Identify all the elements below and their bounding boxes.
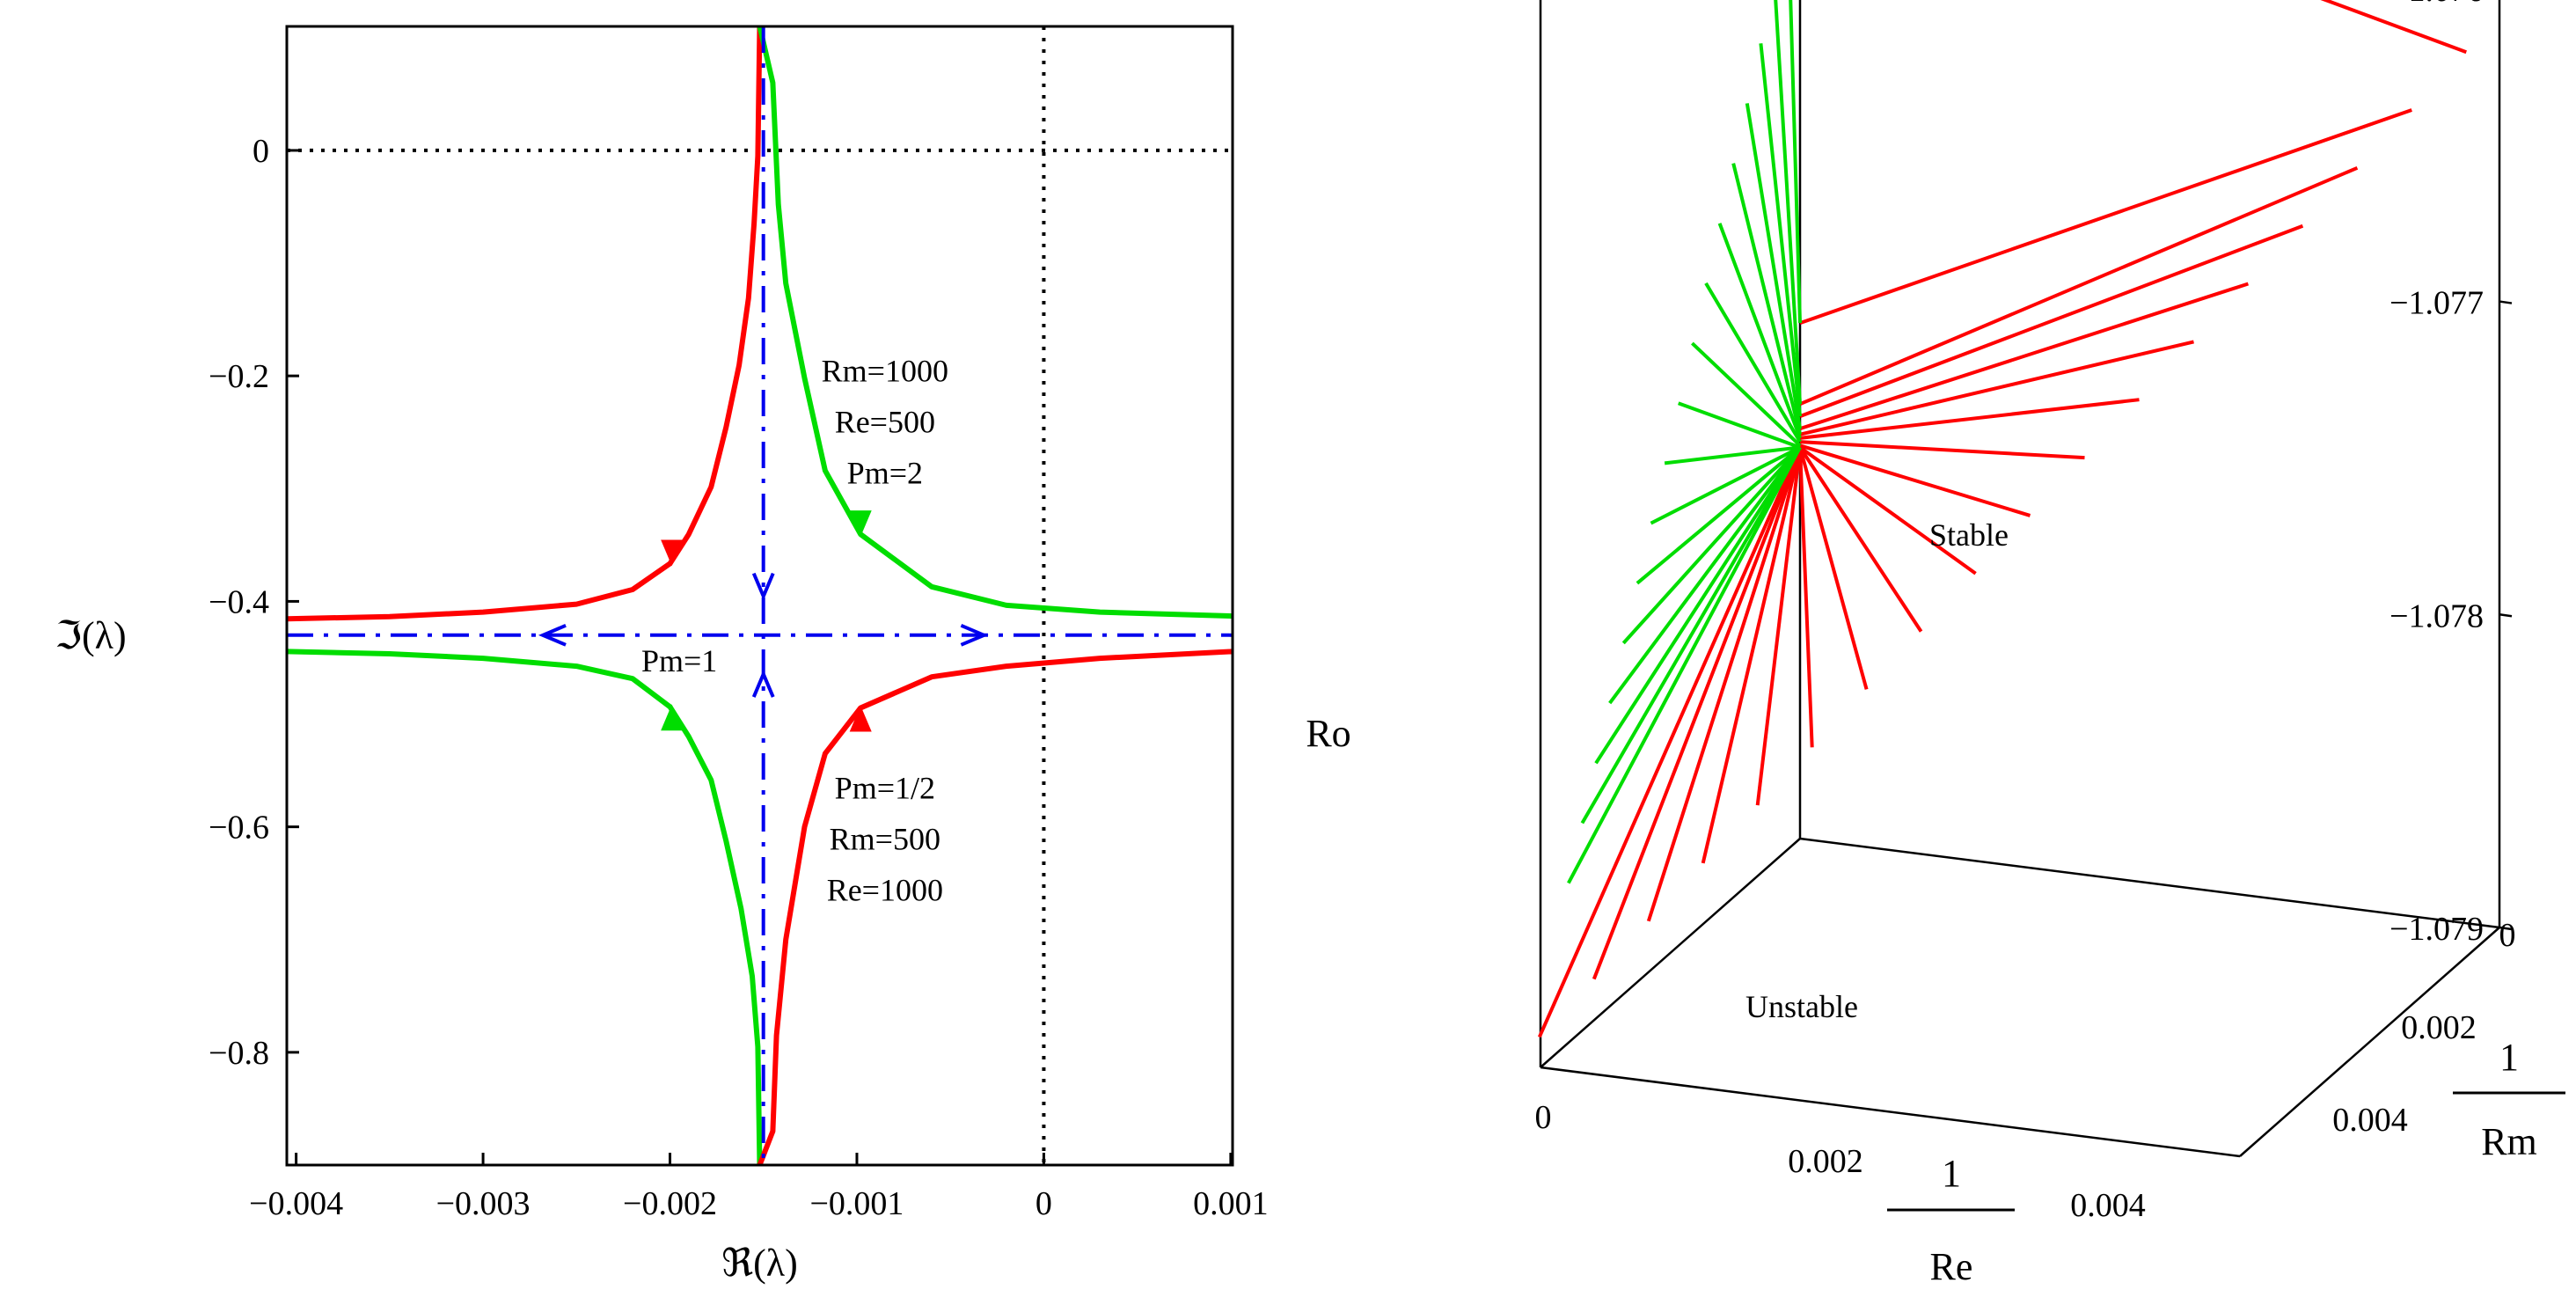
series-line-1-16 [1646, 446, 1802, 922]
series-line-2-9 [1691, 341, 1802, 447]
annotation-3: Pm=1/2 [835, 771, 935, 806]
series-group [287, 26, 1233, 1165]
series-line-2-5 [1745, 103, 1802, 429]
series-arrow-2 [849, 510, 872, 537]
series-line-1-7 [1799, 398, 2140, 440]
series-line-3 [287, 649, 763, 1165]
series-line-1-18 [1537, 446, 1802, 1038]
series-line-1-14 [1755, 447, 1802, 806]
series-line-1-5 [1799, 282, 2250, 431]
plot-frame [285, 25, 1234, 1167]
x-tick-label: −0.003 [436, 1185, 531, 1222]
x-tick-label: 0 [1036, 1185, 1052, 1222]
x-axis-label-num: 1 [1942, 1152, 1961, 1195]
annotation-1: Re=500 [835, 405, 935, 440]
y-tick-label: 0 [2499, 917, 2516, 954]
series-line-2-15 [1608, 446, 1802, 705]
series-line-1-2 [1799, 108, 2412, 325]
box-edge-8 [1540, 1066, 2241, 1158]
left-chart: −0.004 −0.003 −0.002 −0.001 0 0.001 0 −0.2 −0.4 −… [55, 25, 1269, 1285]
series-line-2 [757, 26, 1233, 619]
x-axis-label: ℜ(λ) [721, 1242, 797, 1285]
series-arrow-4 [849, 705, 872, 732]
series-line-1-17 [1592, 446, 1802, 980]
series-line-2-4 [1759, 43, 1802, 417]
y-axis-label-num: 1 [2499, 1036, 2519, 1079]
annotation-1: Rm=1000 [822, 354, 948, 389]
z-tick-label: −1.079 [2389, 911, 2484, 948]
series-line-2-7 [1717, 223, 1802, 439]
x-axis-label-den: Re [1930, 1245, 1973, 1288]
x-tick-label: 0 [1535, 1099, 1552, 1136]
annotation-stable: Stable [1929, 517, 2009, 553]
y-tick-label: −0.8 [209, 1035, 269, 1072]
box-edge-6 [1540, 838, 1801, 1068]
z-tick-label: −1.078 [2389, 597, 2484, 634]
y-axis-label-den: Rm [2481, 1120, 2537, 1163]
series-line-2-17 [1580, 446, 1802, 825]
z-axis-label: Ro [1306, 712, 1350, 755]
x-tick-label: −0.001 [810, 1185, 904, 1222]
series-line-2-14 [1621, 446, 1802, 645]
z-tick-mark [2499, 613, 2513, 618]
series-line-2-2 [1789, 0, 1802, 324]
series-arrow-5-2 [751, 669, 775, 698]
series-line-1-6 [1799, 340, 2194, 436]
y-tick-label: −0.2 [209, 358, 269, 395]
series-line-1-10 [1798, 445, 1977, 575]
series-line-2-12 [1650, 445, 1801, 525]
annotation-2: Pm=1 [641, 643, 717, 678]
box-edge-7 [1799, 837, 2500, 929]
series-arrow-5-1 [751, 572, 775, 601]
box-edge-9 [2239, 927, 2500, 1157]
annotation-unstable: Unstable [1745, 989, 1858, 1024]
y-axis-label: ℑ(λ) [55, 614, 126, 657]
series-line-2-16 [1594, 446, 1802, 765]
right-3d-chart: −1.076 −1.077 −1.078 −1.079 0 0.002 0.004 0 0.00… [1306, 0, 2565, 1288]
series-line-2-8 [1704, 282, 1802, 443]
series-line-1-9 [1799, 443, 2031, 517]
series-line-4 [757, 649, 1233, 1165]
series-line-1-3 [1799, 165, 2359, 407]
z-tick-mark [2499, 300, 2513, 304]
series-arrow-6-1 [538, 623, 567, 647]
y-tick-label: 0.004 [2332, 1102, 2408, 1139]
annotation-1: Pm=2 [847, 456, 923, 491]
series-arrow-6-2 [960, 623, 989, 647]
series-line-1-4 [1799, 224, 2304, 418]
series-line-1-13 [1798, 447, 1814, 748]
series-line-1-12 [1798, 446, 1869, 690]
y-tick-label: −0.4 [209, 583, 269, 620]
y-tick-label: 0 [252, 133, 269, 170]
x-tick-label: −0.004 [249, 1185, 343, 1222]
series-line-2-13 [1636, 445, 1802, 585]
series-line-1 [287, 26, 763, 622]
x-tick-label: 0.004 [2070, 1187, 2146, 1224]
series-arrow-1 [661, 539, 684, 567]
y-tick-label: 0.002 [2401, 1009, 2477, 1046]
series-line-1-11 [1798, 446, 1923, 633]
series-line-2-11 [1664, 445, 1801, 465]
series-line-1-1 [2320, 0, 2467, 55]
z-tick-label: −1.077 [2389, 285, 2484, 322]
series-line-2-10 [1678, 401, 1801, 450]
x-tick-label: 0.001 [1193, 1185, 1269, 1222]
x-tick-label: −0.002 [623, 1185, 717, 1222]
series-arrow-3 [661, 704, 684, 731]
x-tick-label: 0.002 [1788, 1143, 1863, 1180]
annotation-3: Rm=500 [830, 822, 940, 857]
y-tick-label: −0.6 [209, 810, 269, 847]
annotation-3: Re=1000 [827, 873, 943, 908]
series-line-2-3 [1774, 0, 1802, 405]
series-line-1-15 [1701, 446, 1802, 864]
series-line-1-8 [1799, 440, 2085, 460]
series-line-2-6 [1731, 163, 1802, 436]
series-line-2-18 [1567, 446, 1802, 884]
z-tick-label: −1.076 [2389, 0, 2484, 9]
z-tick-mark [2499, 926, 2513, 931]
